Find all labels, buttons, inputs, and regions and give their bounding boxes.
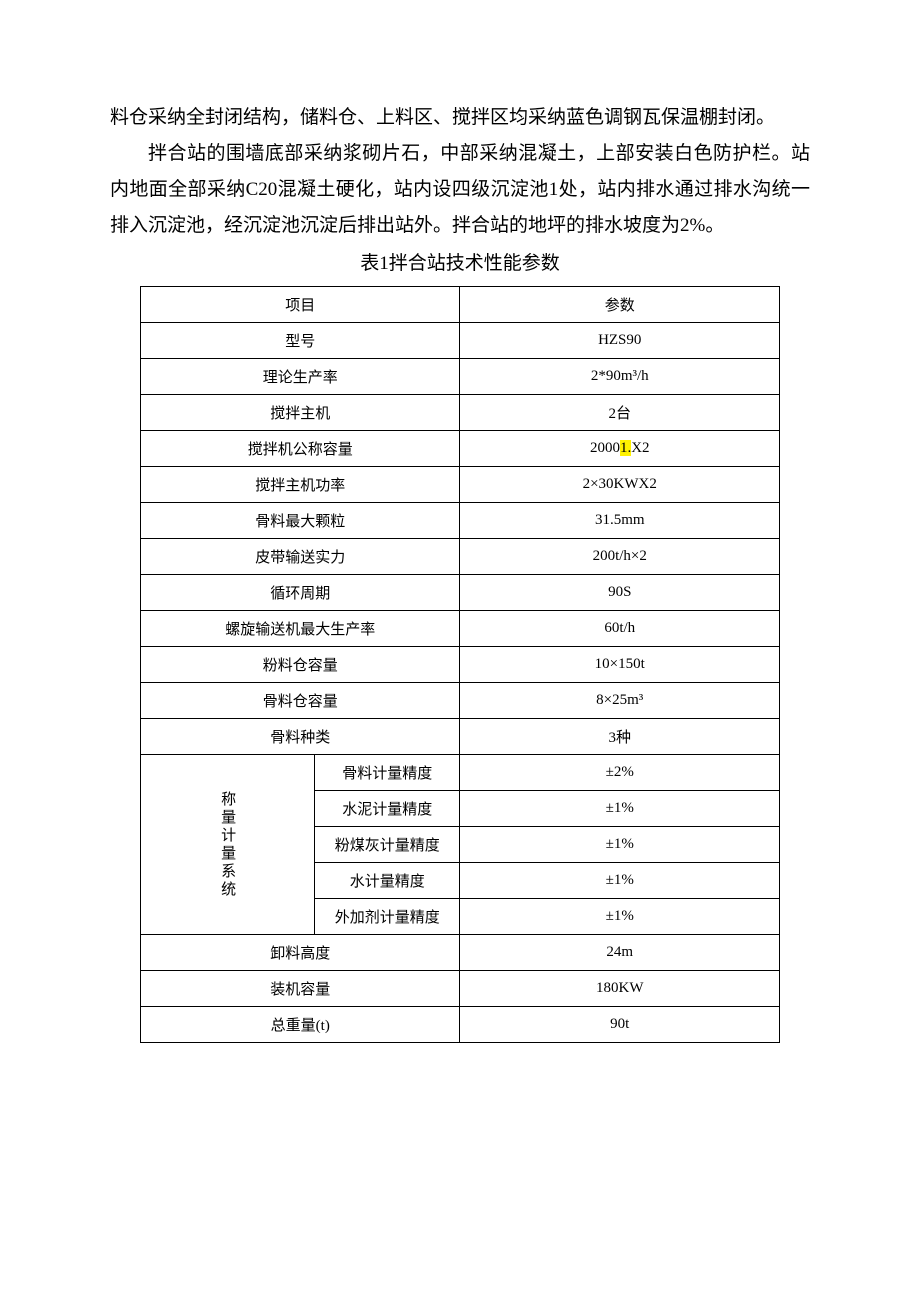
row-value: HZS90	[460, 323, 780, 359]
table-row: 骨料种类3种	[141, 719, 780, 755]
row-value: 10×150t	[460, 647, 780, 683]
row-label: 骨料种类	[141, 719, 460, 755]
row-label: 总重量(t)	[141, 1007, 460, 1043]
row-label: 螺旋输送机最大生产率	[141, 611, 460, 647]
row-value: 90t	[460, 1007, 780, 1043]
row-value: ±1%	[460, 863, 780, 899]
row-value: 3种	[460, 719, 780, 755]
table-row: 粉料仓容量10×150t	[141, 647, 780, 683]
row-value: ±1%	[460, 827, 780, 863]
row-label: 型号	[141, 323, 460, 359]
table-row: 型号HZS90	[141, 323, 780, 359]
row-value: 24m	[460, 935, 780, 971]
row-label: 骨料计量精度	[315, 755, 460, 791]
row-label: 搅拌主机功率	[141, 467, 460, 503]
spec-table: 项目参数型号HZS90理论生产率2*90m³/h搅拌主机2台搅拌机公称容量200…	[140, 286, 780, 1043]
row-value: ±2%	[460, 755, 780, 791]
row-value: 180KW	[460, 971, 780, 1007]
row-label: 粉料仓容量	[141, 647, 460, 683]
row-value: 31.5mm	[460, 503, 780, 539]
table-header-row: 项目参数	[141, 287, 780, 323]
row-value: 60t/h	[460, 611, 780, 647]
table-row: 搅拌机公称容量20001.X2	[141, 431, 780, 467]
table-row: 骨料仓容量8×25m³	[141, 683, 780, 719]
row-label: 皮带输送实力	[141, 539, 460, 575]
row-label: 循环周期	[141, 575, 460, 611]
row-value: ±1%	[460, 791, 780, 827]
header-value: 参数	[460, 287, 780, 323]
row-value: 2台	[460, 395, 780, 431]
row-value: 2×30KWX2	[460, 467, 780, 503]
row-label: 水计量精度	[315, 863, 460, 899]
table-row: 骨料最大颗粒31.5mm	[141, 503, 780, 539]
row-value: 2*90m³/h	[460, 359, 780, 395]
row-value: ±1%	[460, 899, 780, 935]
table-row: 皮带输送实力200t/h×2	[141, 539, 780, 575]
table-row: 卸料高度24m	[141, 935, 780, 971]
table-caption: 表1拌合站技术性能参数	[110, 246, 810, 282]
row-label: 骨料仓容量	[141, 683, 460, 719]
row-value: 200t/h×2	[460, 539, 780, 575]
table-row: 搅拌主机功率2×30KWX2	[141, 467, 780, 503]
table-row: 理论生产率2*90m³/h	[141, 359, 780, 395]
table-row: 螺旋输送机最大生产率60t/h	[141, 611, 780, 647]
row-value: 20001.X2	[460, 431, 780, 467]
table-row: 总重量(t)90t	[141, 1007, 780, 1043]
row-value: 90S	[460, 575, 780, 611]
table-row: 搅拌主机2台	[141, 395, 780, 431]
row-label: 卸料高度	[141, 935, 460, 971]
table-row: 循环周期90S	[141, 575, 780, 611]
row-label: 搅拌主机	[141, 395, 460, 431]
row-label: 粉煤灰计量精度	[315, 827, 460, 863]
paragraph-1: 料仓采纳全封闭结构，储料仓、上料区、搅拌区均采纳蓝色调钢瓦保温棚封闭。	[110, 100, 810, 136]
paragraph-2: 拌合站的围墙底部采纳浆砌片石，中部采纳混凝土，上部安装白色防护栏。站内地面全部采…	[110, 136, 810, 244]
row-label: 骨料最大颗粒	[141, 503, 460, 539]
header-label: 项目	[141, 287, 460, 323]
row-label: 水泥计量精度	[315, 791, 460, 827]
row-label: 外加剂计量精度	[315, 899, 460, 935]
row-label: 理论生产率	[141, 359, 460, 395]
row-group-label: 称量计量系统	[141, 755, 315, 935]
row-value: 8×25m³	[460, 683, 780, 719]
row-label: 装机容量	[141, 971, 460, 1007]
table-row: 称量计量系统骨料计量精度±2%	[141, 755, 780, 791]
table-row: 装机容量180KW	[141, 971, 780, 1007]
row-label: 搅拌机公称容量	[141, 431, 460, 467]
